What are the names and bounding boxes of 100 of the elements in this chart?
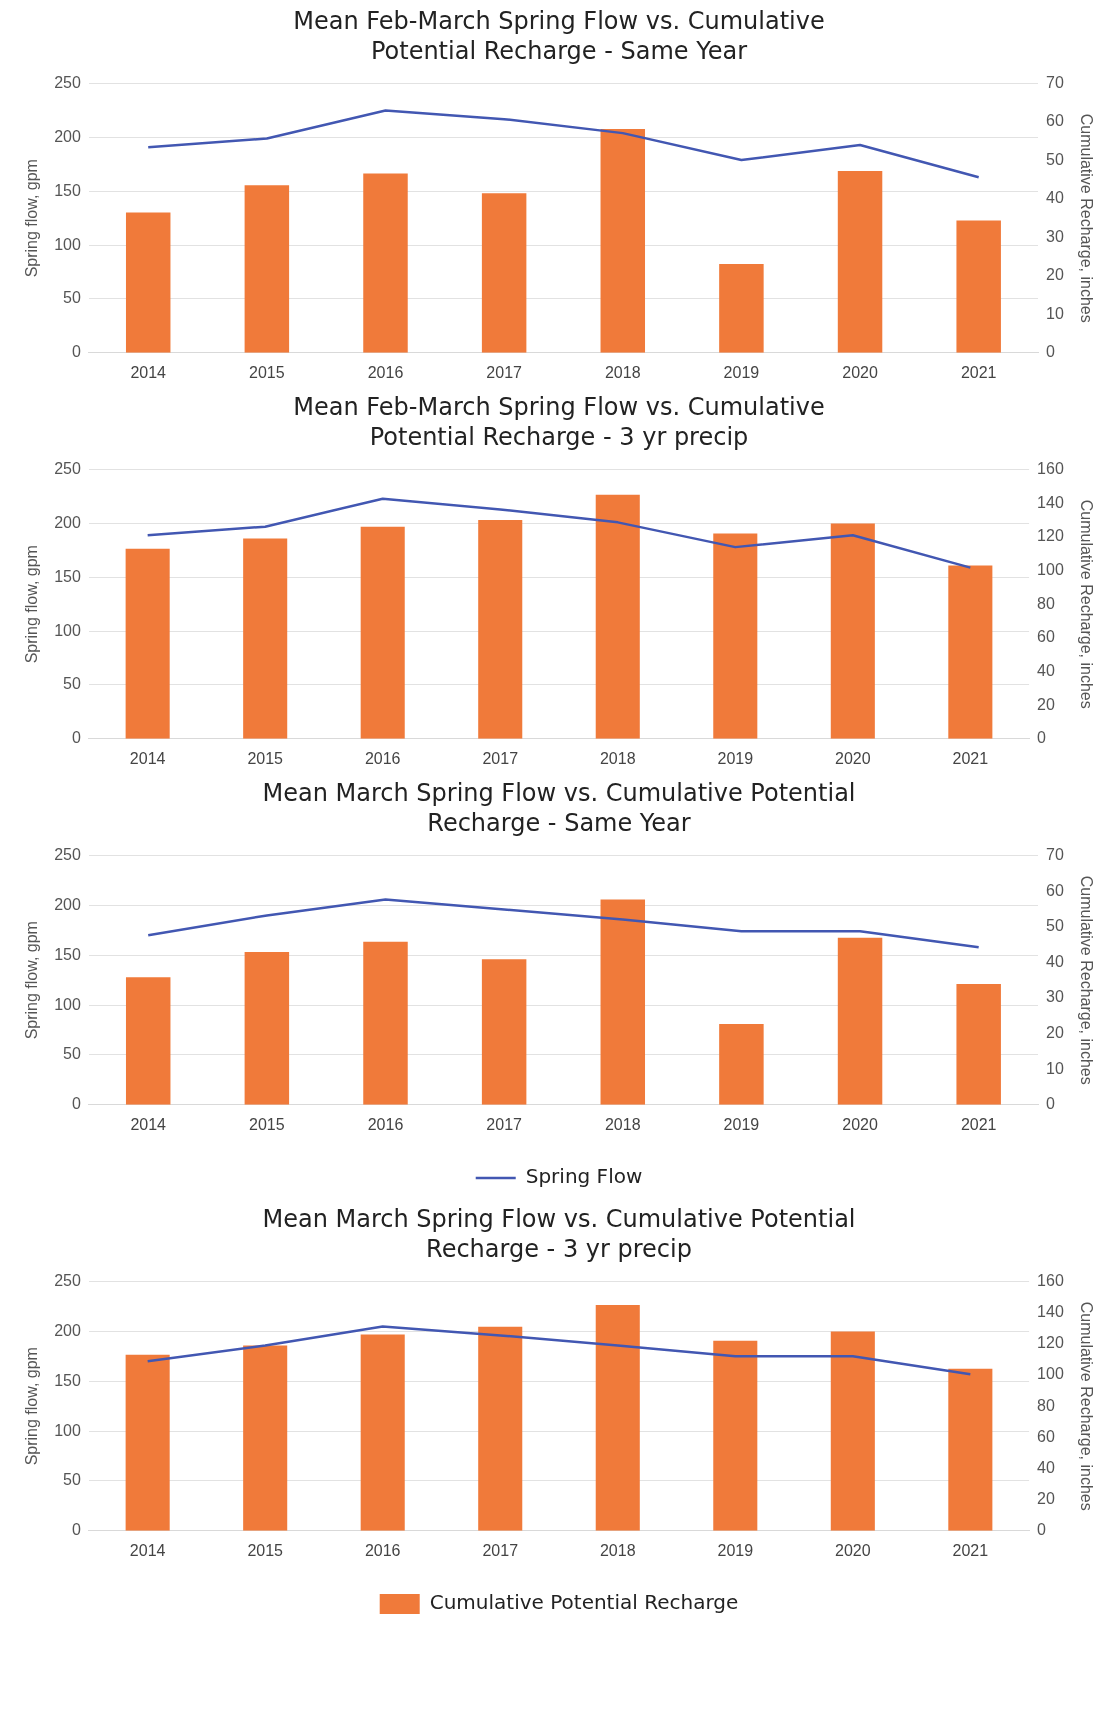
bar <box>595 494 640 739</box>
bar <box>478 520 523 739</box>
y2-tick-label: 70 <box>1046 74 1064 92</box>
bar <box>363 173 408 353</box>
y-tick-label: 200 <box>54 1321 81 1339</box>
y-tick-label: 200 <box>54 895 81 913</box>
x-tick-label: 2015 <box>247 1541 284 1559</box>
chart-title: Mean March Spring Flow vs. Cumulative Potential Recharge - Same Year <box>261 778 857 838</box>
bar <box>719 263 764 353</box>
x-tick-label: 2017 <box>486 363 523 381</box>
y-axis-title: Spring flow, gpm <box>23 159 41 278</box>
bar <box>600 899 646 1105</box>
x-tick-label: 2016 <box>364 749 401 767</box>
y-tick-label: 50 <box>63 1471 81 1489</box>
y2-tick-label: 10 <box>1046 304 1064 322</box>
x-tick-label: 2018 <box>599 1541 636 1559</box>
bar <box>243 538 288 739</box>
x-tick-label: 2020 <box>842 1115 878 1133</box>
y-tick-label: 150 <box>54 945 81 963</box>
bar <box>363 941 408 1105</box>
bar <box>125 1354 170 1531</box>
y2-tick-label: 20 <box>1046 266 1064 284</box>
y2-tick-label: 50 <box>1046 150 1064 168</box>
x-tick-label: 2020 <box>835 749 871 767</box>
bar <box>713 533 758 739</box>
y-tick-label: 250 <box>54 74 81 92</box>
bar <box>837 170 883 353</box>
bar <box>600 128 646 353</box>
y2-tick-label: 20 <box>1046 1024 1064 1042</box>
x-tick-label: 2019 <box>723 1115 760 1133</box>
y-tick-label: 0 <box>71 1521 81 1539</box>
x-tick-label: 2017 <box>482 1541 519 1559</box>
bar <box>830 523 875 739</box>
y2-tick-label: 60 <box>1037 628 1055 646</box>
x-tick-label: 2014 <box>130 1115 167 1133</box>
x-tick-label: 2014 <box>129 749 166 767</box>
y2-axis-title: Cumulative Recharge, inches <box>1077 875 1095 1085</box>
y2-tick-label: 100 <box>1037 1365 1064 1383</box>
x-tick-label: 2017 <box>486 1115 523 1133</box>
x-tick-label: 2015 <box>249 363 285 381</box>
bar <box>481 959 527 1105</box>
bar <box>713 1340 758 1531</box>
bar <box>125 977 171 1105</box>
y2-tick-label: 50 <box>1046 917 1064 935</box>
y2-axis-title: Cumulative Recharge, inches <box>1077 1301 1095 1511</box>
bar <box>360 526 405 739</box>
bar <box>360 1334 405 1531</box>
y2-tick-label: 10 <box>1046 1059 1064 1077</box>
x-tick-label: 2016 <box>364 1541 401 1559</box>
bar <box>719 1023 764 1105</box>
y-tick-label: 150 <box>54 567 81 585</box>
y-tick-label: 200 <box>54 127 81 145</box>
y-tick-label: 250 <box>54 846 81 864</box>
y2-tick-label: 0 <box>1046 1095 1055 1113</box>
x-tick-label: 2015 <box>249 1115 285 1133</box>
bar <box>837 937 883 1105</box>
bar <box>125 212 171 353</box>
y2-tick-label: 20 <box>1037 1490 1055 1508</box>
bar <box>481 193 527 353</box>
y-tick-label: 200 <box>54 513 81 531</box>
x-tick-label: 2020 <box>835 1541 871 1559</box>
y2-axis-title: Cumulative Recharge, inches <box>1077 499 1095 709</box>
y2-tick-label: 160 <box>1037 460 1064 478</box>
y-tick-label: 100 <box>54 995 81 1013</box>
y2-tick-label: 60 <box>1046 881 1064 899</box>
y2-tick-label: 40 <box>1037 1458 1055 1476</box>
y2-tick-label: 120 <box>1037 1334 1064 1352</box>
y-tick-label: 50 <box>63 675 81 693</box>
x-tick-label: 2018 <box>599 749 636 767</box>
x-tick-label: 2015 <box>247 749 284 767</box>
x-tick-label: 2016 <box>367 1115 404 1133</box>
y2-tick-label: 60 <box>1046 112 1064 130</box>
y2-tick-label: 80 <box>1037 1396 1055 1414</box>
bar <box>125 548 170 739</box>
y-tick-label: 0 <box>71 343 81 361</box>
y-tick-label: 150 <box>54 181 81 199</box>
x-tick-label: 2020 <box>842 363 878 381</box>
y2-tick-label: 70 <box>1046 846 1064 864</box>
y2-axis-title: Cumulative Recharge, inches <box>1077 113 1095 323</box>
chart-title: Mean Feb-March Spring Flow vs. Cumulative Potential Recharge - Same Year <box>292 6 826 66</box>
legend-label: Spring Flow <box>525 1164 643 1189</box>
y2-tick-label: 0 <box>1037 729 1047 747</box>
x-tick-label: 2021 <box>960 363 997 381</box>
y2-tick-label: 80 <box>1037 594 1055 612</box>
bar <box>478 1326 523 1531</box>
y-tick-label: 250 <box>54 460 81 478</box>
y-axis-title: Spring flow, gpm <box>23 545 41 664</box>
y-axis-title: Spring flow, gpm <box>23 1347 41 1466</box>
y-tick-label: 100 <box>54 235 81 253</box>
y2-tick-label: 0 <box>1046 343 1055 361</box>
y2-tick-label: 140 <box>1037 493 1064 511</box>
legend-label: Cumulative Potential Recharge <box>429 1590 739 1615</box>
y-tick-label: 50 <box>63 1045 81 1063</box>
bar <box>244 952 290 1105</box>
y2-tick-label: 60 <box>1037 1427 1055 1445</box>
x-tick-label: 2014 <box>129 1541 166 1559</box>
x-tick-label: 2019 <box>723 363 760 381</box>
y-tick-label: 250 <box>54 1272 81 1290</box>
y2-tick-label: 30 <box>1046 227 1064 245</box>
x-tick-label: 2019 <box>717 749 754 767</box>
